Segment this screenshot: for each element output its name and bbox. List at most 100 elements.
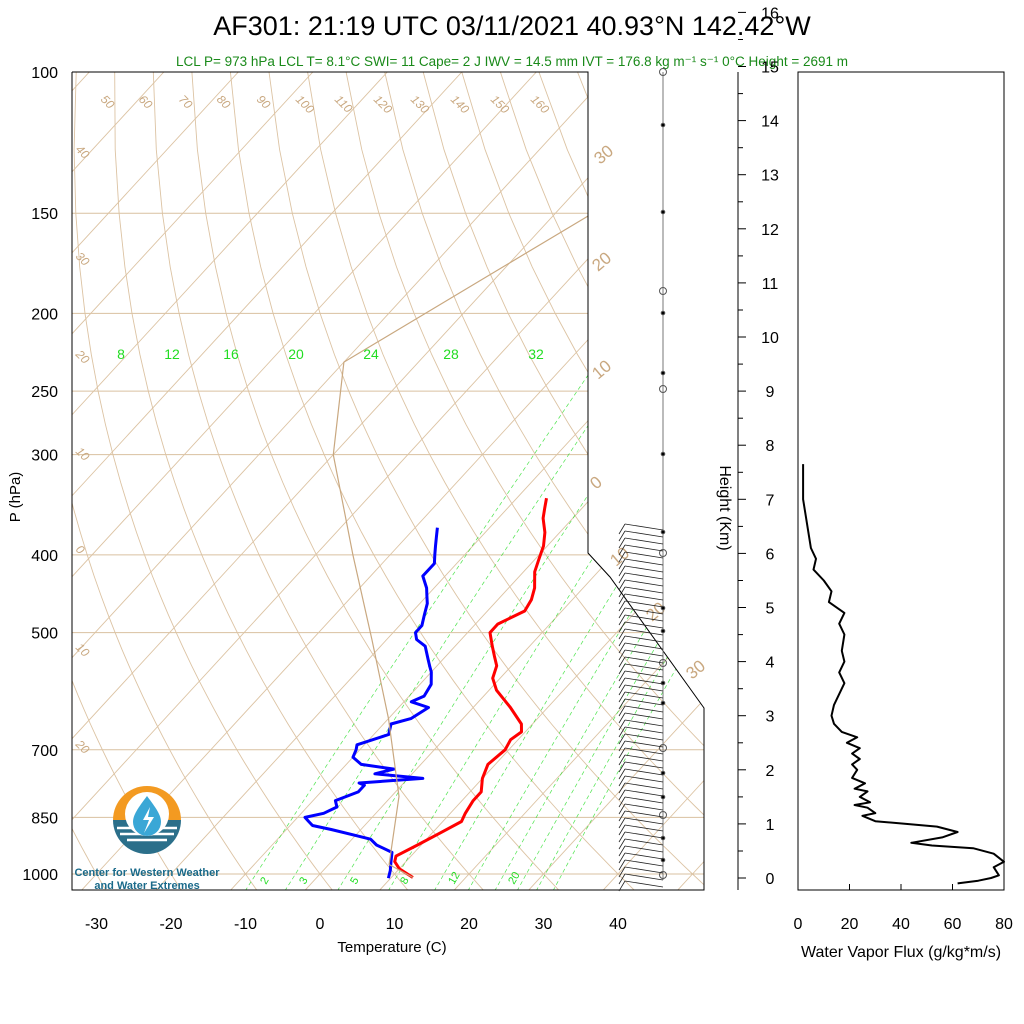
dry-adiabat-line [114,72,409,890]
dry-adiabat-label: 130 [408,92,432,116]
skewed-isotherm-label: 20 [588,248,615,275]
wind-barb [618,880,664,892]
flux-tick-label: 40 [892,916,910,933]
flux-tick-label: 80 [995,916,1013,933]
wind-level-marker [660,770,666,776]
wind-barb [618,845,664,857]
flux-tick-label: 60 [944,916,962,933]
chart-subtitle: LCL P= 973 hPa LCL T= 8.1°C SWI= 11 Cape… [176,54,848,69]
dry-adiabat-label: 110 [332,92,356,116]
dry-adiabat-line [229,72,636,890]
mixing-ratio-line [467,361,704,890]
height-tick-label: 4 [766,655,775,672]
wind-barb [618,691,664,703]
wind-level-marker [660,700,666,706]
isotherm-line [72,72,612,890]
dry-adiabat-line [73,72,334,890]
wind-barb [618,754,664,766]
dry-adiabat-line [538,72,704,890]
pressure-axis-label: P (hPa) [7,472,24,523]
temperature-axis-label: Temperature (C) [337,939,446,956]
wind-barb [618,719,664,731]
mixing-ratio-bottom-label: 2 [258,875,271,886]
temperature-tick-label: 20 [460,916,478,933]
parcel-profile [332,72,704,879]
height-tick-label: 2 [766,763,775,780]
wind-barb [618,593,664,605]
wind-barb [618,824,664,836]
dry-adiabat-line [461,72,704,890]
dry-adiabat-label: 90 [254,92,274,112]
dry-adiabat-line [72,72,183,890]
cw3e-logo: Center for Western Weather and Water Ext… [74,786,220,892]
pressure-tick-label: 150 [31,206,58,223]
isotherm-line [453,72,704,890]
isotherm-line [229,72,704,890]
mixing-ratio-line [535,361,704,890]
wind-level-marker [660,122,666,128]
isotherm-line [80,72,704,890]
wind-barb [618,852,664,864]
wind-barb [618,705,664,717]
mixing-ratio-top-label: 32 [528,346,544,362]
mixing-ratio-line [494,361,704,890]
mixing-ratio-line [284,361,632,890]
isotherm-line [72,72,165,890]
wind-barb [618,537,664,549]
height-tick-label: 6 [766,546,775,563]
skewed-isotherm-label: 30 [682,656,709,683]
dry-adiabat-line [615,72,704,890]
wind-barb [618,684,664,696]
mixing-ratio-line [433,361,704,890]
mixing-ratio-top-label: 8 [117,346,125,362]
dry-adiabat-line [732,72,1024,891]
wind-barb [618,614,664,626]
wind-barb [618,873,664,885]
dry-adiabat-line [654,72,704,890]
flux-series [802,464,1005,885]
height-tick-label: 16 [761,5,779,22]
isotherm-edge-label: 10 [73,640,93,660]
isotherm-line [155,72,704,890]
height-tick-label: 5 [766,601,775,618]
wind-barb [618,607,664,619]
skewed-isotherm-label: 0 [586,472,605,493]
wind-level-marker [659,871,667,879]
wind-barb [618,663,664,675]
pressure-tick-label: 300 [31,448,58,465]
dry-adiabat-label: 100 [293,92,317,116]
flux-frame [797,71,1005,891]
wind-barb [618,621,664,633]
isotherm-line [72,72,463,890]
dry-adiabat-label: 60 [136,92,156,112]
height-tick-label: 14 [761,114,779,131]
dry-adiabat-label: 160 [528,92,552,116]
skewed-isotherm-label: 10 [588,356,615,383]
pressure-tick-label: 400 [31,548,58,565]
wind-barb [618,572,664,584]
dry-adiabat-line [809,72,1024,891]
wind-barb [618,551,664,563]
wind-barb [618,712,664,724]
height-axis-label: Height (Km) [716,465,733,550]
dry-adiabat-label: 120 [371,92,395,116]
height-tick-label: 1 [766,817,775,834]
wind-level-marker [660,370,666,376]
wind-level-marker [660,310,666,316]
dry-adiabat-line [72,72,107,890]
wind-barb [618,677,664,689]
wind-barb [618,698,664,710]
dry-adiabat-line [191,72,560,890]
wind-barb [618,649,664,661]
mixing-ratio-line [337,361,676,890]
wind-barb [618,768,664,780]
height-tick-label: 12 [761,222,779,239]
isotherm-line [602,72,704,890]
mixing-ratio-bottom-label: 8 [398,875,411,886]
wind-barb [618,803,664,815]
pressure-tick-label: 200 [31,306,58,323]
height-tick-label: 8 [766,438,775,455]
wind-barb [618,635,664,647]
